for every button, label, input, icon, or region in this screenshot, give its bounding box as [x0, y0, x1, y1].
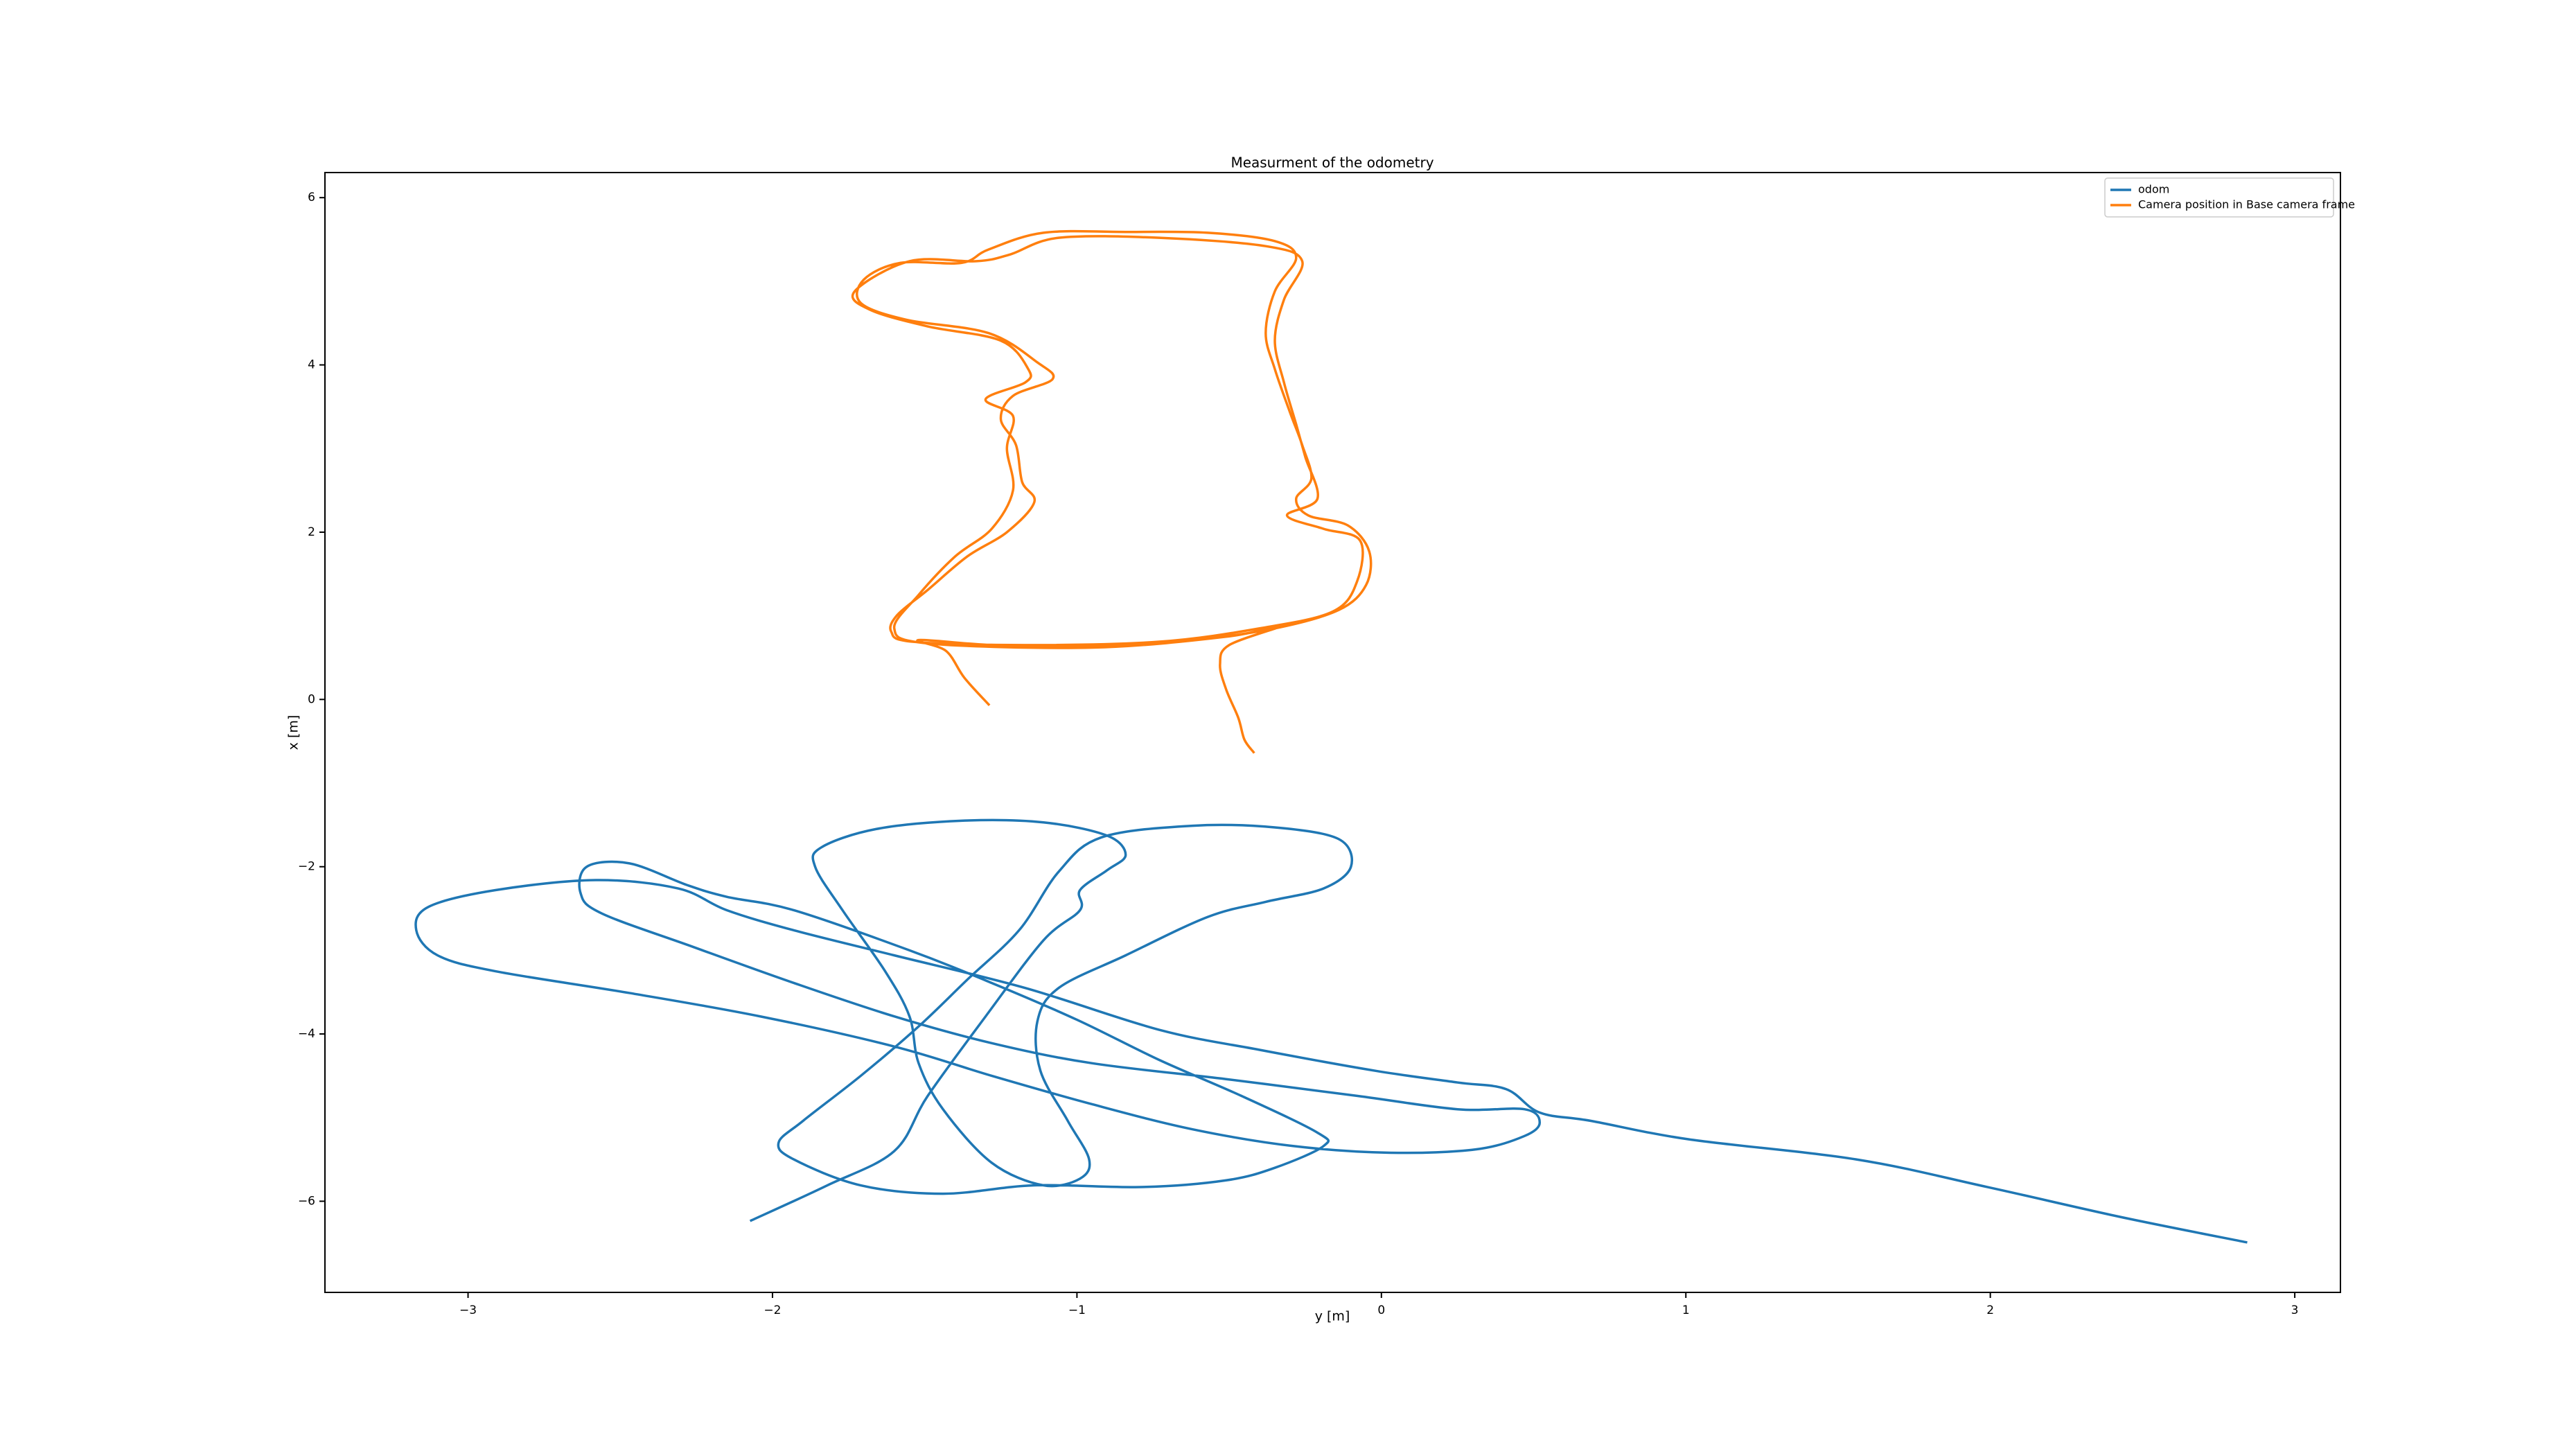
y-tick-label: 2: [308, 525, 315, 539]
y-tick-label: −2: [298, 860, 315, 874]
x-tick-label: 3: [2291, 1303, 2299, 1317]
series-line: [414, 818, 2248, 1244]
y-tick-label: −4: [298, 1027, 315, 1041]
legend-box: [2104, 177, 2334, 218]
y-tick-label: 0: [308, 692, 315, 706]
y-tick-label: 4: [308, 358, 315, 372]
legend-label: odom: [2138, 183, 2169, 196]
legend: odom Camera position in Base camera frame: [2104, 177, 2355, 218]
y-tick-label: −6: [298, 1194, 315, 1208]
y-tick-label: 6: [308, 191, 315, 204]
y-axis-label: x [m]: [286, 715, 301, 750]
x-tick-label: −1: [1068, 1303, 1086, 1317]
x-tick-label: 0: [1377, 1303, 1385, 1317]
axes-frame: [324, 172, 2341, 1293]
legend-label: Camera position in Base camera frame: [2138, 198, 2355, 211]
x-tick-label: 2: [1986, 1303, 1994, 1317]
x-tick-label: −2: [764, 1303, 781, 1317]
x-axis-label: y [m]: [1315, 1309, 1350, 1324]
chart-title: Measurment of the odometry: [1230, 155, 1433, 171]
x-tick-label: −3: [459, 1303, 477, 1317]
x-tick-label: 1: [1682, 1303, 1690, 1317]
series-line: [851, 229, 1373, 754]
